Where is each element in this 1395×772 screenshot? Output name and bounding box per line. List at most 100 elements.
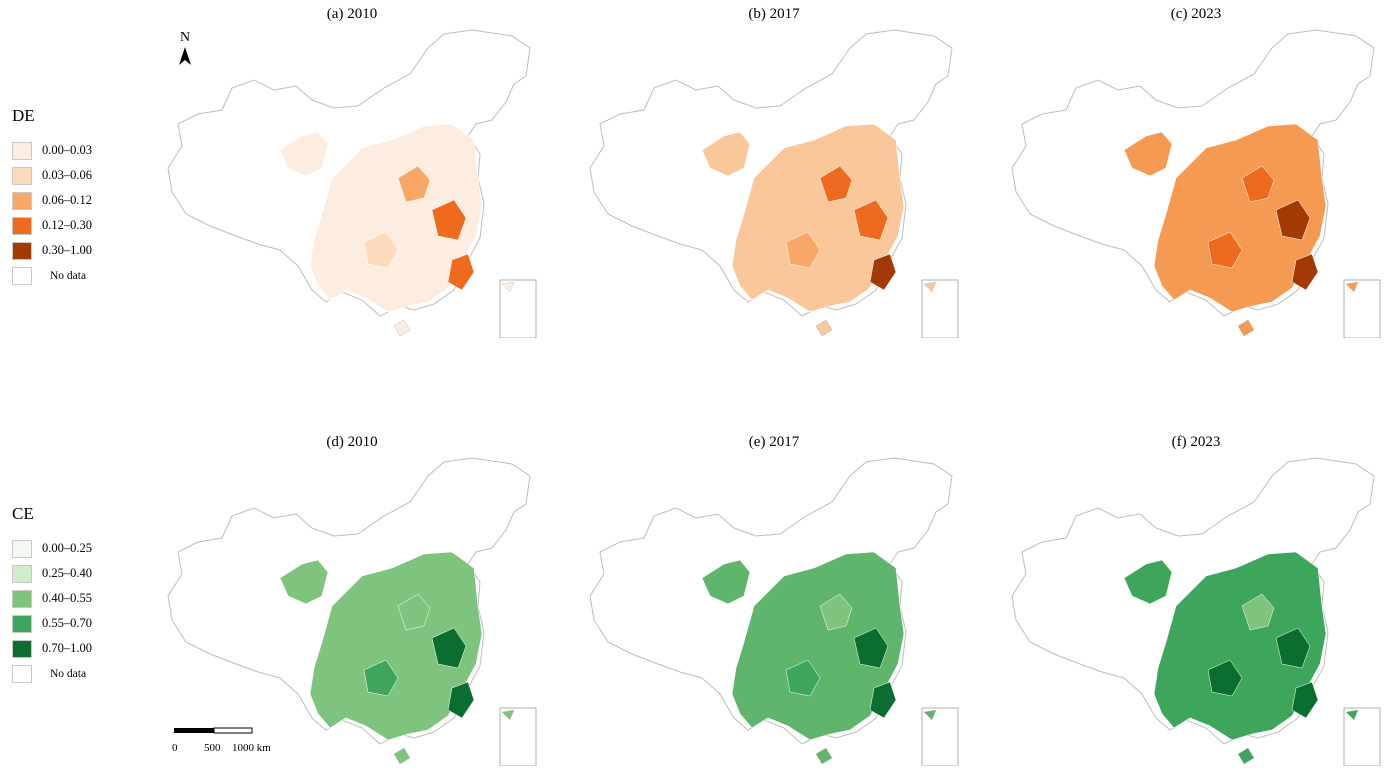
legend-de: DE 0.00–0.03 0.03–0.06 0.06–0.12 0.12–0.… <box>12 106 92 288</box>
map-panel-a: (a) 2010 <box>162 6 542 338</box>
legend-swatch <box>12 141 32 160</box>
region-fill <box>363 231 399 269</box>
region-fill <box>431 627 467 669</box>
map-panel-d: (d) 2010 <box>162 434 542 766</box>
region-fill <box>731 123 905 313</box>
legend-item: 0.06–0.12 <box>12 188 92 213</box>
legend-swatch <box>12 664 32 683</box>
region-fill <box>431 199 467 241</box>
panel-title: (f) 2023 <box>1171 434 1221 450</box>
map-panel-e: (e) 2017 <box>584 434 964 766</box>
region-fill <box>819 165 853 203</box>
china-map <box>167 29 537 338</box>
hainan-island <box>393 319 411 337</box>
panel-title: (e) 2017 <box>748 434 800 450</box>
map-panel-c: (c) 2023 <box>1006 6 1386 338</box>
region-fill <box>397 593 431 631</box>
legend-swatch <box>12 564 32 583</box>
region-fill <box>869 681 897 719</box>
legend-label: 0.00–0.03 <box>42 143 92 157</box>
legend-label: No data <box>50 667 87 680</box>
hainan-island <box>815 747 833 765</box>
region-fill <box>397 165 431 203</box>
legend-item: 0.00–0.03 <box>12 138 92 163</box>
china-map <box>167 457 537 766</box>
region-fill <box>279 559 329 605</box>
region-fill <box>363 659 399 697</box>
inset-region <box>1345 281 1359 293</box>
legend-item: 0.25–0.40 <box>12 561 92 586</box>
legend-label: No data <box>50 269 87 282</box>
south-china-sea-inset <box>499 279 537 338</box>
china-map <box>1011 29 1381 338</box>
region-fill <box>853 627 889 669</box>
region-fill <box>731 551 905 741</box>
region-fill <box>1241 593 1275 631</box>
panel-title: (c) 2023 <box>1170 6 1222 22</box>
region-fill <box>819 593 853 631</box>
inset-region <box>501 709 515 721</box>
region-fill <box>309 123 483 313</box>
legend-item: 0.03–0.06 <box>12 163 92 188</box>
region-fill <box>1123 131 1173 177</box>
legend-label: 0.30–1.00 <box>42 243 92 257</box>
region-fill <box>1241 165 1275 203</box>
region-fill <box>1291 253 1319 291</box>
inset-region <box>923 709 937 721</box>
map-panel-b: (b) 2017 <box>584 6 964 338</box>
region-fill <box>785 231 821 269</box>
legend-title: DE <box>12 106 35 125</box>
legend-item: 0.30–1.00 <box>12 238 92 263</box>
region-fill <box>1275 199 1311 241</box>
legend-swatch <box>12 539 32 558</box>
legend-item: 0.70–1.00 <box>12 636 92 661</box>
legend-label: 0.55–0.70 <box>42 616 92 630</box>
hainan-island <box>393 747 411 765</box>
legend-label: 0.03–0.06 <box>42 168 92 182</box>
region-fill <box>1207 659 1243 697</box>
legend-swatch <box>12 241 32 260</box>
scale-bar-graphic <box>174 727 253 734</box>
region-fill <box>1153 123 1327 313</box>
legend-swatch <box>12 166 32 185</box>
china-map <box>589 29 959 338</box>
inset-region <box>501 281 515 293</box>
region-fill <box>785 659 821 697</box>
map-panel-f: (f) 2023 <box>1006 434 1386 766</box>
legend-swatch <box>12 614 32 633</box>
legend-swatch <box>12 639 32 658</box>
legend-item: 0.40–0.55 <box>12 586 92 611</box>
hainan-island <box>1237 747 1255 765</box>
region-fill <box>447 253 475 291</box>
legend-item-nodata: No data <box>12 263 92 288</box>
legend-swatch <box>12 191 32 210</box>
legend-label: 0.25–0.40 <box>42 566 92 580</box>
scale-bar: 0 500 1000 km <box>170 726 271 754</box>
legend-item: 0.55–0.70 <box>12 611 92 636</box>
china-map <box>589 457 959 766</box>
inset-region <box>923 281 937 293</box>
region-fill <box>279 131 329 177</box>
legend-swatch <box>12 216 32 235</box>
legend-label: 0.70–1.00 <box>42 641 92 655</box>
region-fill <box>1291 681 1319 719</box>
south-china-sea-inset <box>921 707 959 766</box>
legend-swatch <box>12 589 32 608</box>
region-fill <box>853 199 889 241</box>
panel-title: (d) 2010 <box>326 434 378 450</box>
region-fill <box>1153 551 1327 741</box>
region-fill <box>1207 231 1243 269</box>
panel-title: (b) 2017 <box>748 6 800 22</box>
legend-title: CE <box>12 504 34 523</box>
hainan-island <box>815 319 833 337</box>
region-fill <box>1123 559 1173 605</box>
south-china-sea-inset <box>921 279 959 338</box>
region-fill <box>447 681 475 719</box>
legend-item-nodata: No data <box>12 661 92 686</box>
region-fill <box>869 253 897 291</box>
region-fill <box>1275 627 1311 669</box>
region-fill <box>701 559 751 605</box>
north-arrow-icon <box>179 47 191 65</box>
south-china-sea-inset <box>499 707 537 766</box>
legend-label: 0.06–0.12 <box>42 193 92 207</box>
